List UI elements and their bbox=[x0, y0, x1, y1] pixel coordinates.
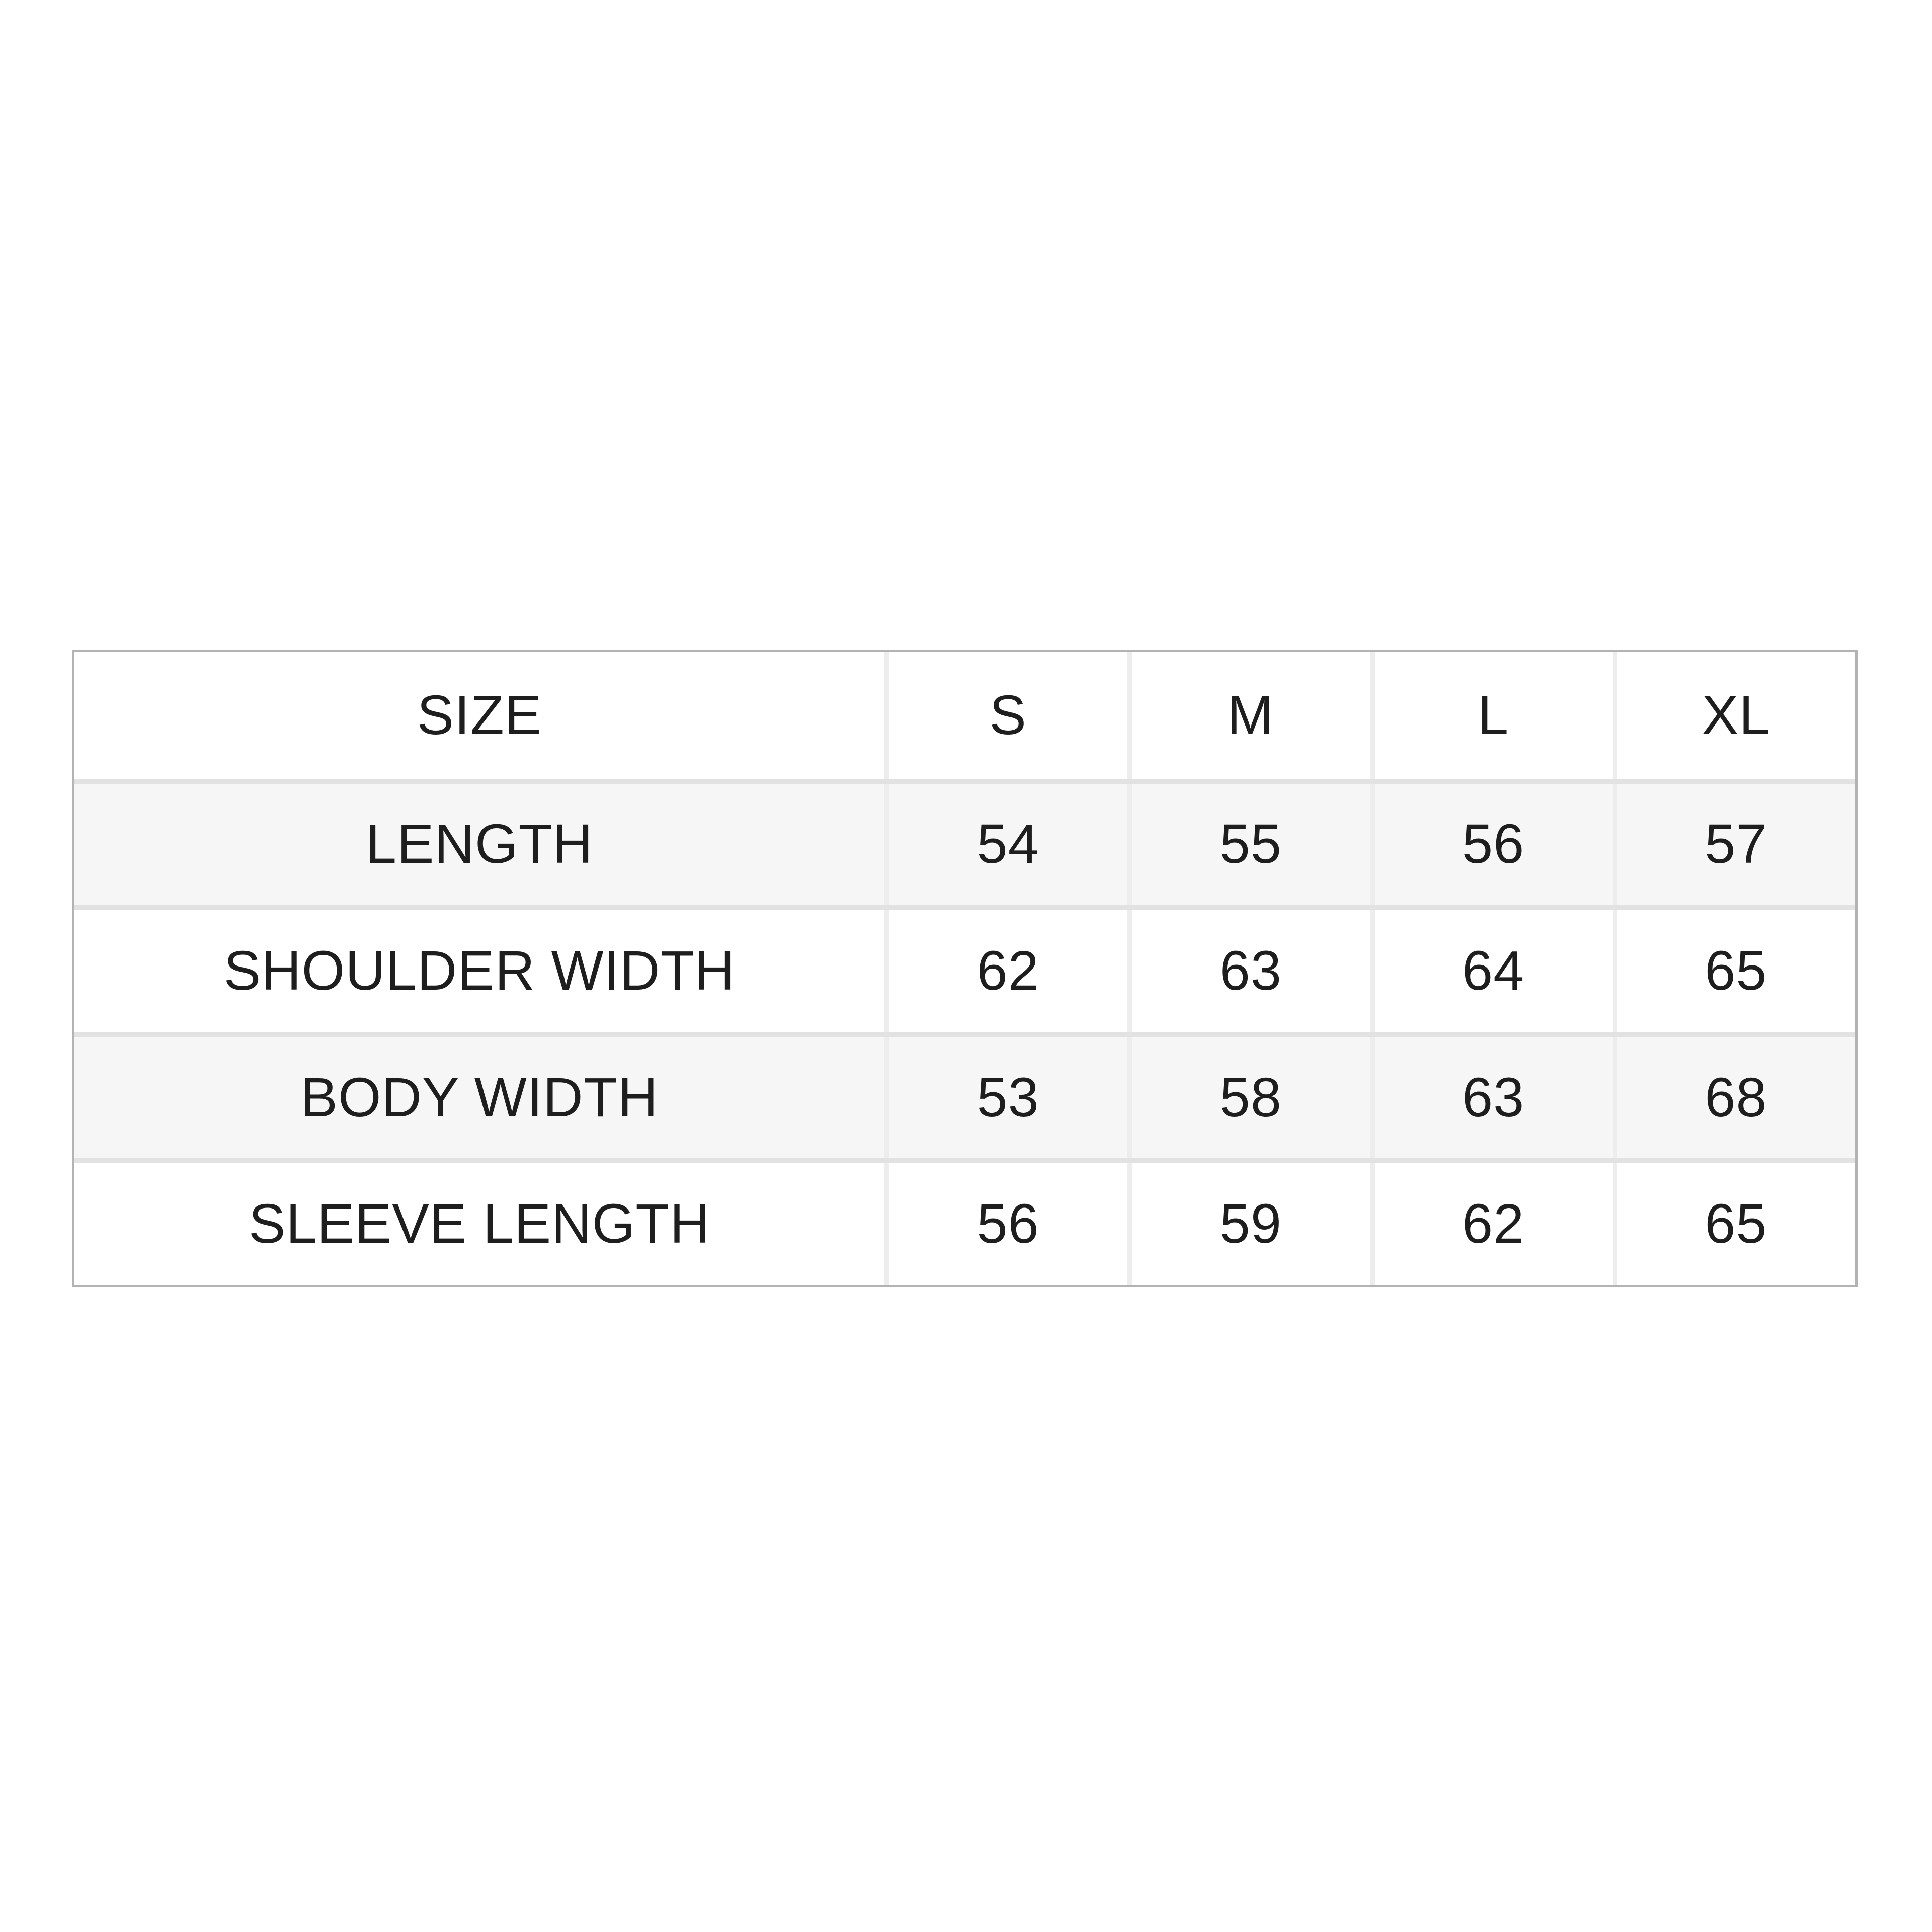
cell-body-width-s: 53 bbox=[884, 1036, 1127, 1159]
cell-shoulder-width-xl: 65 bbox=[1612, 910, 1855, 1032]
row-label-length: LENGTH bbox=[365, 813, 594, 875]
cell-sleeve-length-m: 59 bbox=[1127, 1163, 1370, 1285]
cell-body-width-xl: 68 bbox=[1612, 1036, 1855, 1159]
header-cell-m: M bbox=[1127, 652, 1370, 779]
row-label-sleeve-length: SLEEVE LENGTH bbox=[249, 1193, 710, 1255]
cell-length-xl: 57 bbox=[1612, 783, 1855, 906]
cell-length-m: 55 bbox=[1127, 783, 1370, 906]
row-label-shoulder-width: SHOULDER WIDTH bbox=[223, 939, 736, 1002]
row-sleeve-length: SLEEVE LENGTH 56 59 62 65 bbox=[74, 1158, 1855, 1285]
row-body-width: BODY WIDTH 53 58 63 68 bbox=[74, 1031, 1855, 1159]
cell-sleeve-length-s: 56 bbox=[884, 1163, 1127, 1285]
header-row: SIZE S M L XL bbox=[74, 652, 1855, 779]
cell-length-l: 56 bbox=[1370, 783, 1613, 906]
cell-shoulder-width-l: 64 bbox=[1370, 910, 1613, 1032]
row-label-body-width: BODY WIDTH bbox=[300, 1066, 659, 1129]
header-cell-l: L bbox=[1370, 652, 1613, 779]
cell-shoulder-width-m: 63 bbox=[1127, 910, 1370, 1032]
header-cell-xl: XL bbox=[1612, 652, 1855, 779]
cell-body-width-l: 63 bbox=[1370, 1036, 1613, 1159]
row-shoulder-width: SHOULDER WIDTH 62 63 64 65 bbox=[74, 905, 1855, 1032]
cell-body-width-m: 58 bbox=[1127, 1036, 1370, 1159]
cell-length-s: 54 bbox=[884, 783, 1127, 906]
cell-sleeve-length-xl: 65 bbox=[1612, 1163, 1855, 1285]
cell-shoulder-width-s: 62 bbox=[884, 910, 1127, 1032]
size-chart-table: SIZE S M L XL LENGTH 54 55 56 57 SHOULDE… bbox=[72, 650, 1858, 1287]
header-cell-size: SIZE bbox=[417, 684, 542, 746]
header-cell-s: S bbox=[884, 652, 1127, 779]
row-length: LENGTH 54 55 56 57 bbox=[74, 778, 1855, 906]
cell-sleeve-length-l: 62 bbox=[1370, 1163, 1613, 1285]
